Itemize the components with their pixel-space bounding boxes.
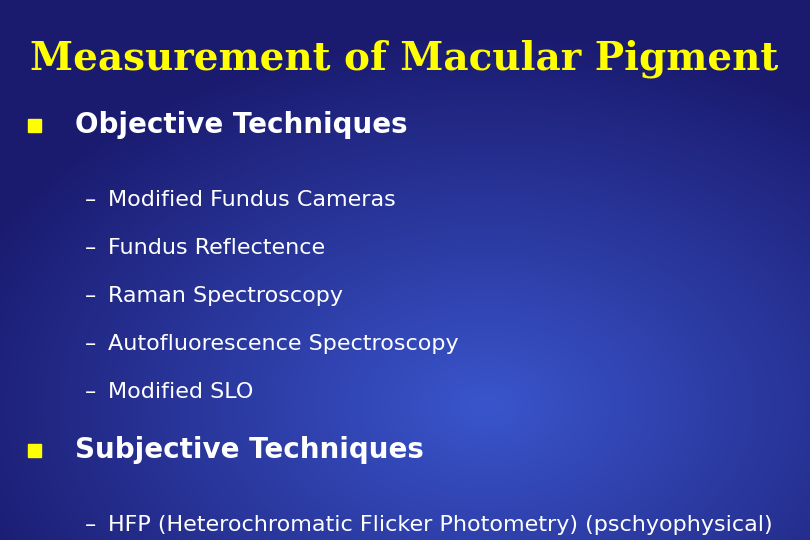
- Text: –: –: [85, 334, 96, 354]
- Text: Autofluorescence Spectroscopy: Autofluorescence Spectroscopy: [108, 334, 458, 354]
- Text: –: –: [85, 515, 96, 535]
- Bar: [28, 118, 41, 132]
- Text: Measurement of Macular Pigment: Measurement of Macular Pigment: [30, 40, 778, 78]
- Text: Objective Techniques: Objective Techniques: [75, 111, 407, 139]
- Text: HFP (Heterochromatic Flicker Photometry) (pschyophysical): HFP (Heterochromatic Flicker Photometry)…: [108, 515, 773, 535]
- Text: Subjective Techniques: Subjective Techniques: [75, 436, 424, 464]
- Text: Modified SLO: Modified SLO: [108, 382, 254, 402]
- Text: –: –: [85, 286, 96, 306]
- Bar: [28, 443, 41, 456]
- Text: Raman Spectroscopy: Raman Spectroscopy: [108, 286, 343, 306]
- Text: –: –: [85, 382, 96, 402]
- Text: Fundus Reflectence: Fundus Reflectence: [108, 238, 325, 258]
- Text: Modified Fundus Cameras: Modified Fundus Cameras: [108, 190, 396, 210]
- Text: –: –: [85, 238, 96, 258]
- Text: –: –: [85, 190, 96, 210]
